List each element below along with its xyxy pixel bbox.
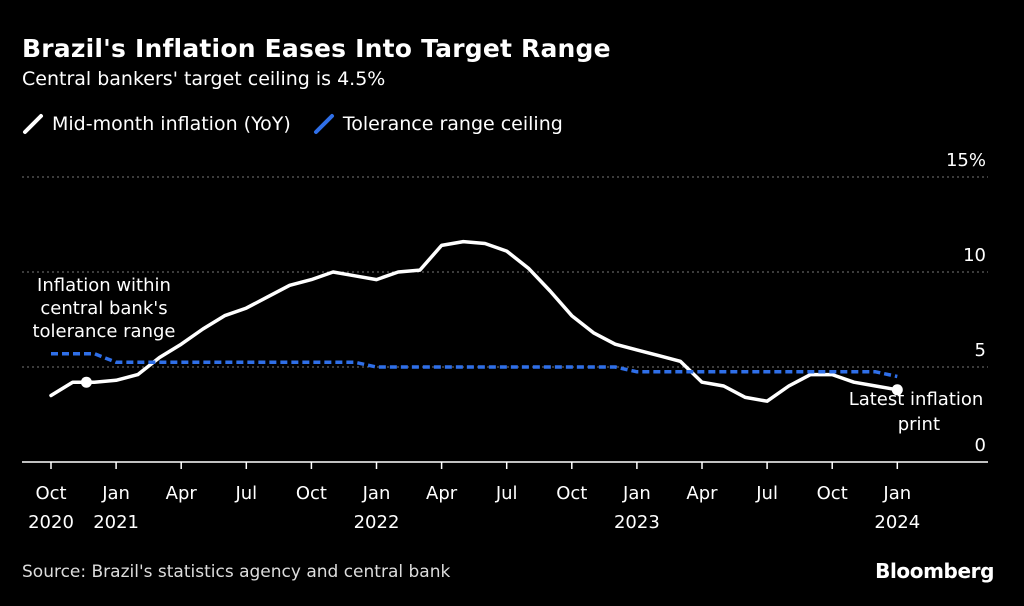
annotation-text-latest-print: Latest inflation xyxy=(849,389,984,410)
legend-label-ceiling: Tolerance range ceiling xyxy=(342,113,563,135)
annotation-marker-latest-print xyxy=(891,384,903,396)
chart-title: Brazil's Inflation Eases Into Target Ran… xyxy=(22,34,611,63)
y-tick-label-15: 15% xyxy=(946,150,986,171)
x-tick-label: Apr xyxy=(686,483,718,504)
legend-item-ceiling: Tolerance range ceiling xyxy=(313,113,563,135)
annotation-text-latest-print: print xyxy=(898,414,940,435)
x-tick-label: Oct xyxy=(296,483,327,504)
x-tick-year: 2022 xyxy=(354,512,400,533)
x-tick-label: Apr xyxy=(426,483,458,504)
x-tick-year: 2021 xyxy=(93,512,139,533)
x-tick-label: Jan xyxy=(101,483,130,504)
x-tick-label: Jul xyxy=(234,483,257,504)
x-tick-year: 2023 xyxy=(614,512,660,533)
solid-line-icon xyxy=(22,113,44,135)
x-tick-label: Oct xyxy=(556,483,587,504)
annotation-text-within-range: tolerance range xyxy=(32,321,175,342)
series-line-tolerance-ceiling xyxy=(51,351,898,379)
annotation-text-within-range: central bank's xyxy=(40,298,167,319)
annotation-marker-within-range xyxy=(80,376,92,388)
x-tick-label: Oct xyxy=(35,483,66,504)
bloomberg-logo: Bloomberg xyxy=(875,559,994,583)
x-tick-label: Jan xyxy=(622,483,651,504)
x-tick-label: Jan xyxy=(362,483,391,504)
x-tick-label: Apr xyxy=(166,483,198,504)
y-tick-label-10: 10 xyxy=(963,245,986,266)
annotation-text-within-range: Inflation within xyxy=(37,275,171,296)
x-tick-year: 2020 xyxy=(28,512,74,533)
series-line-inflation xyxy=(49,239,900,403)
legend: Mid-month inflation (YoY) Tolerance rang… xyxy=(22,113,585,135)
y-tick-label-0: 0 xyxy=(975,435,986,456)
dashed-line-icon xyxy=(313,113,335,135)
x-tick-label: Jan xyxy=(882,483,911,504)
source-note: Source: Brazil's statistics agency and c… xyxy=(22,562,451,582)
legend-item-inflation: Mid-month inflation (YoY) xyxy=(22,113,291,135)
chart-subtitle: Central bankers' target ceiling is 4.5% xyxy=(22,68,386,90)
x-tick-label: Jul xyxy=(755,483,778,504)
x-tick-year: 2024 xyxy=(874,512,920,533)
x-tick-label: Oct xyxy=(817,483,848,504)
y-tick-label-5: 5 xyxy=(975,340,986,361)
legend-label-inflation: Mid-month inflation (YoY) xyxy=(52,113,291,135)
x-tick-label: Jul xyxy=(495,483,518,504)
